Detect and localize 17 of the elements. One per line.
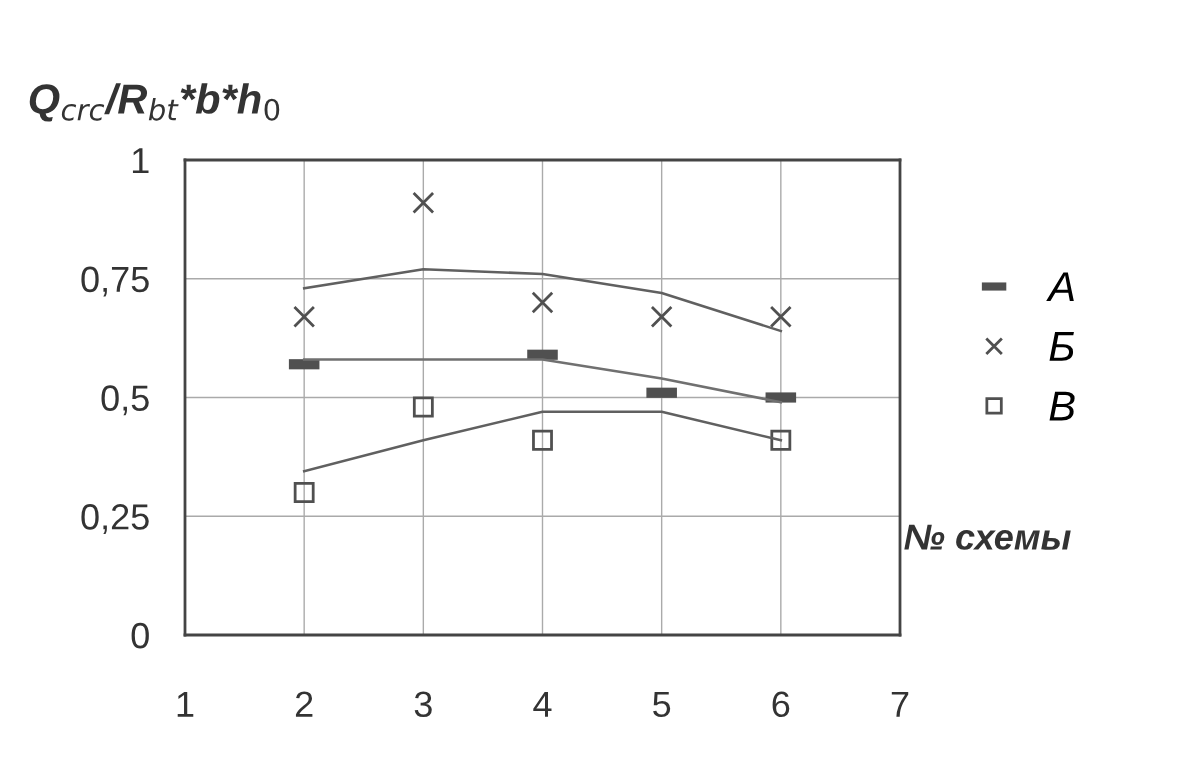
- x-tick-label: 3: [414, 691, 432, 718]
- y-tick-label: 0,75: [81, 266, 149, 297]
- legend-label: В: [1049, 391, 1075, 421]
- y-tick-label: 0: [131, 622, 149, 649]
- x-tick-label: 6: [772, 691, 790, 718]
- y-tick-label: 0,25: [81, 504, 149, 534]
- x-tick-label: 7: [891, 691, 909, 717]
- x-tick-label: 5: [653, 691, 671, 718]
- legend-label: A: [1046, 272, 1074, 302]
- y-tick-label: 1: [132, 148, 149, 174]
- y-axis-title: Q$_{crc}$/R$_{bt}$*b*h$_{0}$: [29, 83, 280, 122]
- x-tick-label: 4: [533, 691, 552, 717]
- x-tick-label: 2: [295, 691, 313, 717]
- x-axis-title: № схемы: [904, 524, 1071, 550]
- y-tick-label: 0,5: [101, 385, 149, 416]
- legend-label: Б: [1049, 332, 1074, 361]
- x-tick-label: 1: [177, 691, 194, 717]
